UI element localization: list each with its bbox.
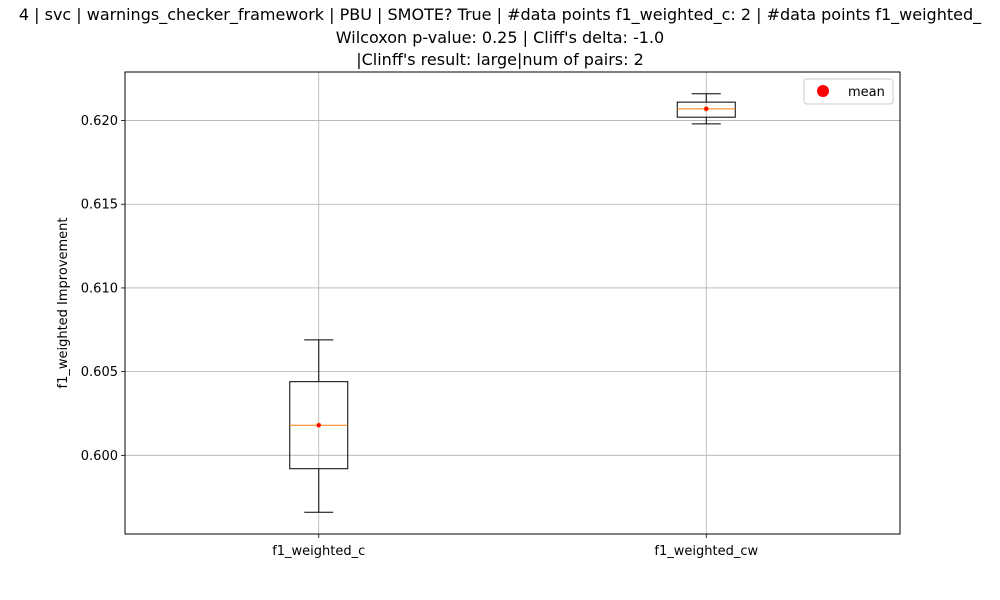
legend-mean-label: mean <box>848 85 885 100</box>
box-f1_weighted_c <box>289 339 349 513</box>
y-tick-label: 0.610 <box>81 281 118 296</box>
x-tick-label: f1_weighted_c <box>272 544 365 559</box>
y-axis-label: f1_weighted Improvement <box>56 217 71 388</box>
iqr-box <box>676 101 736 118</box>
chart-title-line-3: |Clinff's result: large|num of pairs: 2 <box>356 50 644 69</box>
chart-title-line-1: 4 | svc | warnings_checker_framework | P… <box>18 5 982 24</box>
y-tick-label: 0.615 <box>81 198 118 213</box>
y-axis: 0.600 0.605 0.610 0.615 0.620 <box>81 114 125 464</box>
y-tick-label: 0.600 <box>81 449 118 464</box>
mean-marker <box>703 106 709 112</box>
y-tick-label: 0.605 <box>81 365 118 380</box>
legend-mean-marker <box>817 85 829 97</box>
x-tick-label: f1_weighted_cw <box>654 544 758 559</box>
mean-marker <box>316 422 322 428</box>
plot-area-frame <box>124 71 901 535</box>
grid-layer <box>125 72 900 534</box>
x-axis: f1_weighted_c f1_weighted_cw <box>272 534 758 559</box>
legend-box <box>803 78 894 105</box>
chart-title-line-2: Wilcoxon p-value: 0.25 | Cliff's delta: … <box>335 28 665 47</box>
box-f1_weighted_cw <box>676 93 736 125</box>
y-tick-label: 0.620 <box>81 114 118 129</box>
boxes-layer <box>289 93 736 513</box>
legend: mean <box>803 78 894 105</box>
